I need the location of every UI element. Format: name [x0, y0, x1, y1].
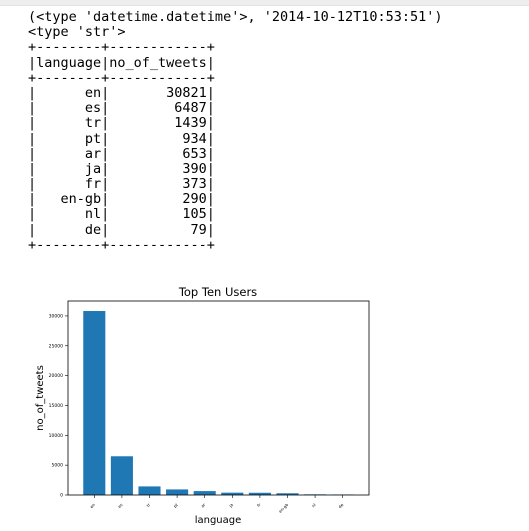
x-tick-label: de	[337, 502, 344, 509]
x-axis-label: language	[195, 515, 242, 526]
x-tick-label: es	[117, 502, 124, 509]
y-tick-label: 10000	[49, 433, 63, 439]
bar-tr	[138, 486, 160, 495]
table-header: |language|no_of_tweets|	[28, 56, 443, 71]
table-row: | tr| 1439|	[28, 116, 443, 131]
bar-chart: Top Ten Users 0 5000 10000 15000 20000 25000 3…	[0, 280, 529, 526]
table-row: | fr| 373|	[28, 177, 443, 192]
bar-en	[83, 311, 105, 495]
dataframe-table: +--------+------------+|language|no_of_t…	[28, 40, 443, 253]
notebook-cell-edge	[0, 0, 529, 6]
x-tick-label: pt	[172, 502, 179, 509]
table-row: | es| 6487|	[28, 101, 443, 116]
chart-title: Top Ten Users	[178, 285, 257, 299]
table-border: +--------+------------+	[28, 238, 443, 253]
bar-ar	[194, 491, 216, 495]
cell-output-text: (<type 'datetime.datetime'>, '2014-10-12…	[28, 10, 443, 253]
y-tick-label: 15000	[49, 403, 63, 409]
type-output-line: (<type 'datetime.datetime'>, '2014-10-12…	[28, 10, 443, 25]
x-tick-label: nl	[311, 502, 317, 508]
y-tick-label: 0	[60, 493, 63, 499]
bar-es	[111, 456, 133, 495]
x-tick-label: en-gb	[278, 502, 290, 514]
y-tick-label: 30000	[49, 313, 63, 319]
y-tick-label: 25000	[49, 343, 63, 349]
y-tick-label: 5000	[52, 463, 64, 469]
table-border: +--------+------------+	[28, 40, 443, 55]
bar-pt	[166, 489, 188, 495]
table-row: | pt| 934|	[28, 132, 443, 147]
x-tick-label: fr	[256, 502, 262, 508]
x-tick-label: ja	[227, 502, 234, 509]
x-tick-label: tr	[145, 502, 151, 508]
table-row: | en| 30821|	[28, 86, 443, 101]
table-row: | en-gb| 290|	[28, 192, 443, 207]
table-row: | ar| 653|	[28, 147, 443, 162]
type-output-line: <type 'str'>	[28, 25, 443, 40]
table-row: | de| 79|	[28, 223, 443, 238]
y-tick-label: 20000	[49, 373, 63, 379]
table-row: | ja| 390|	[28, 162, 443, 177]
y-axis-label: no_of_tweets	[35, 365, 46, 431]
x-tick-label: en	[89, 502, 96, 509]
x-tick-label: ar	[200, 502, 207, 509]
table-border: +--------+------------+	[28, 71, 443, 86]
bar-chart-svg: Top Ten Users 0 5000 10000 15000 20000 25000 3…	[0, 280, 529, 526]
table-row: | nl| 105|	[28, 207, 443, 222]
